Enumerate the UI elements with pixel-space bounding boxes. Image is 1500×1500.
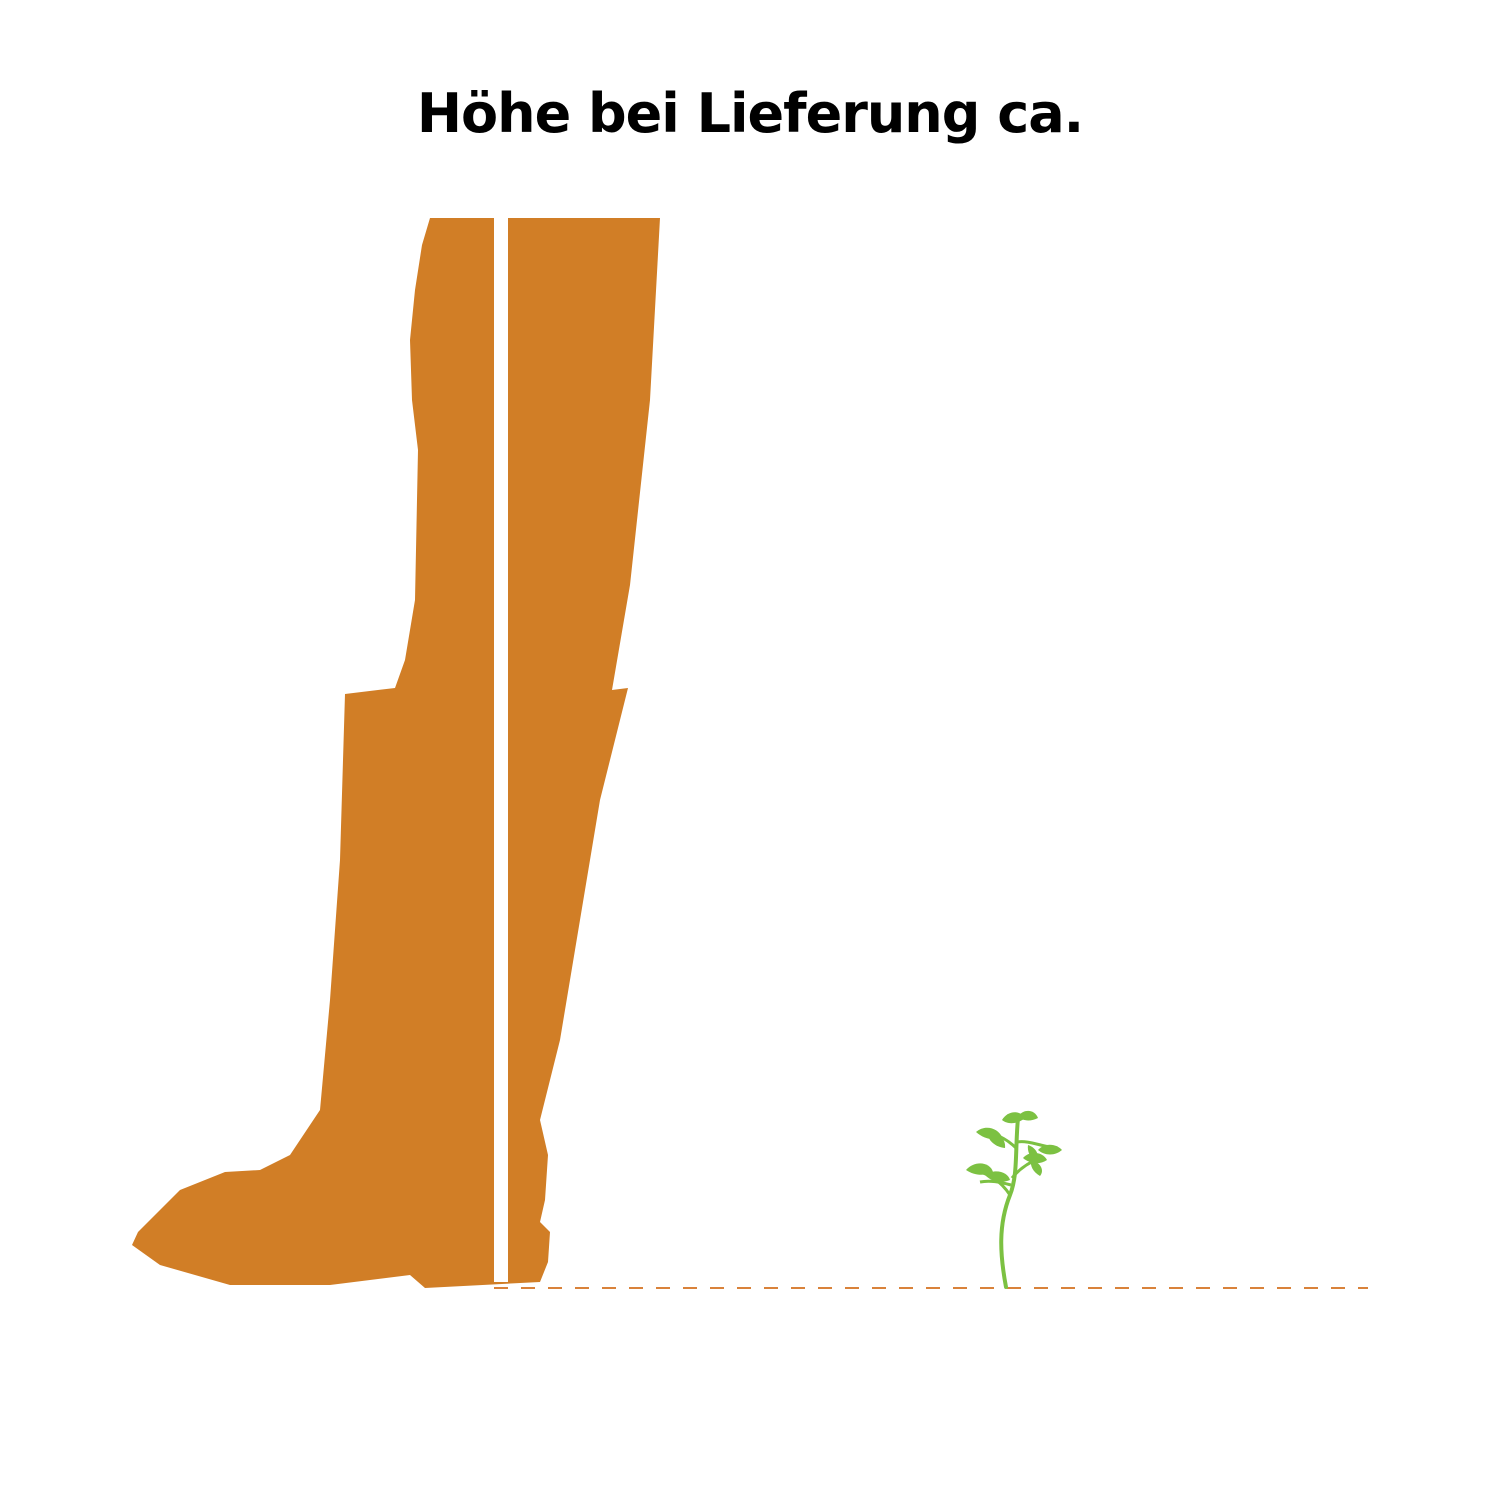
seedling-icon [966,1110,1062,1289]
page-title: Höhe bei Lieferung ca. [416,82,1084,145]
ruler-strip [494,218,508,1282]
boot-icon [132,218,660,1288]
scale-lines [494,1287,1368,1289]
